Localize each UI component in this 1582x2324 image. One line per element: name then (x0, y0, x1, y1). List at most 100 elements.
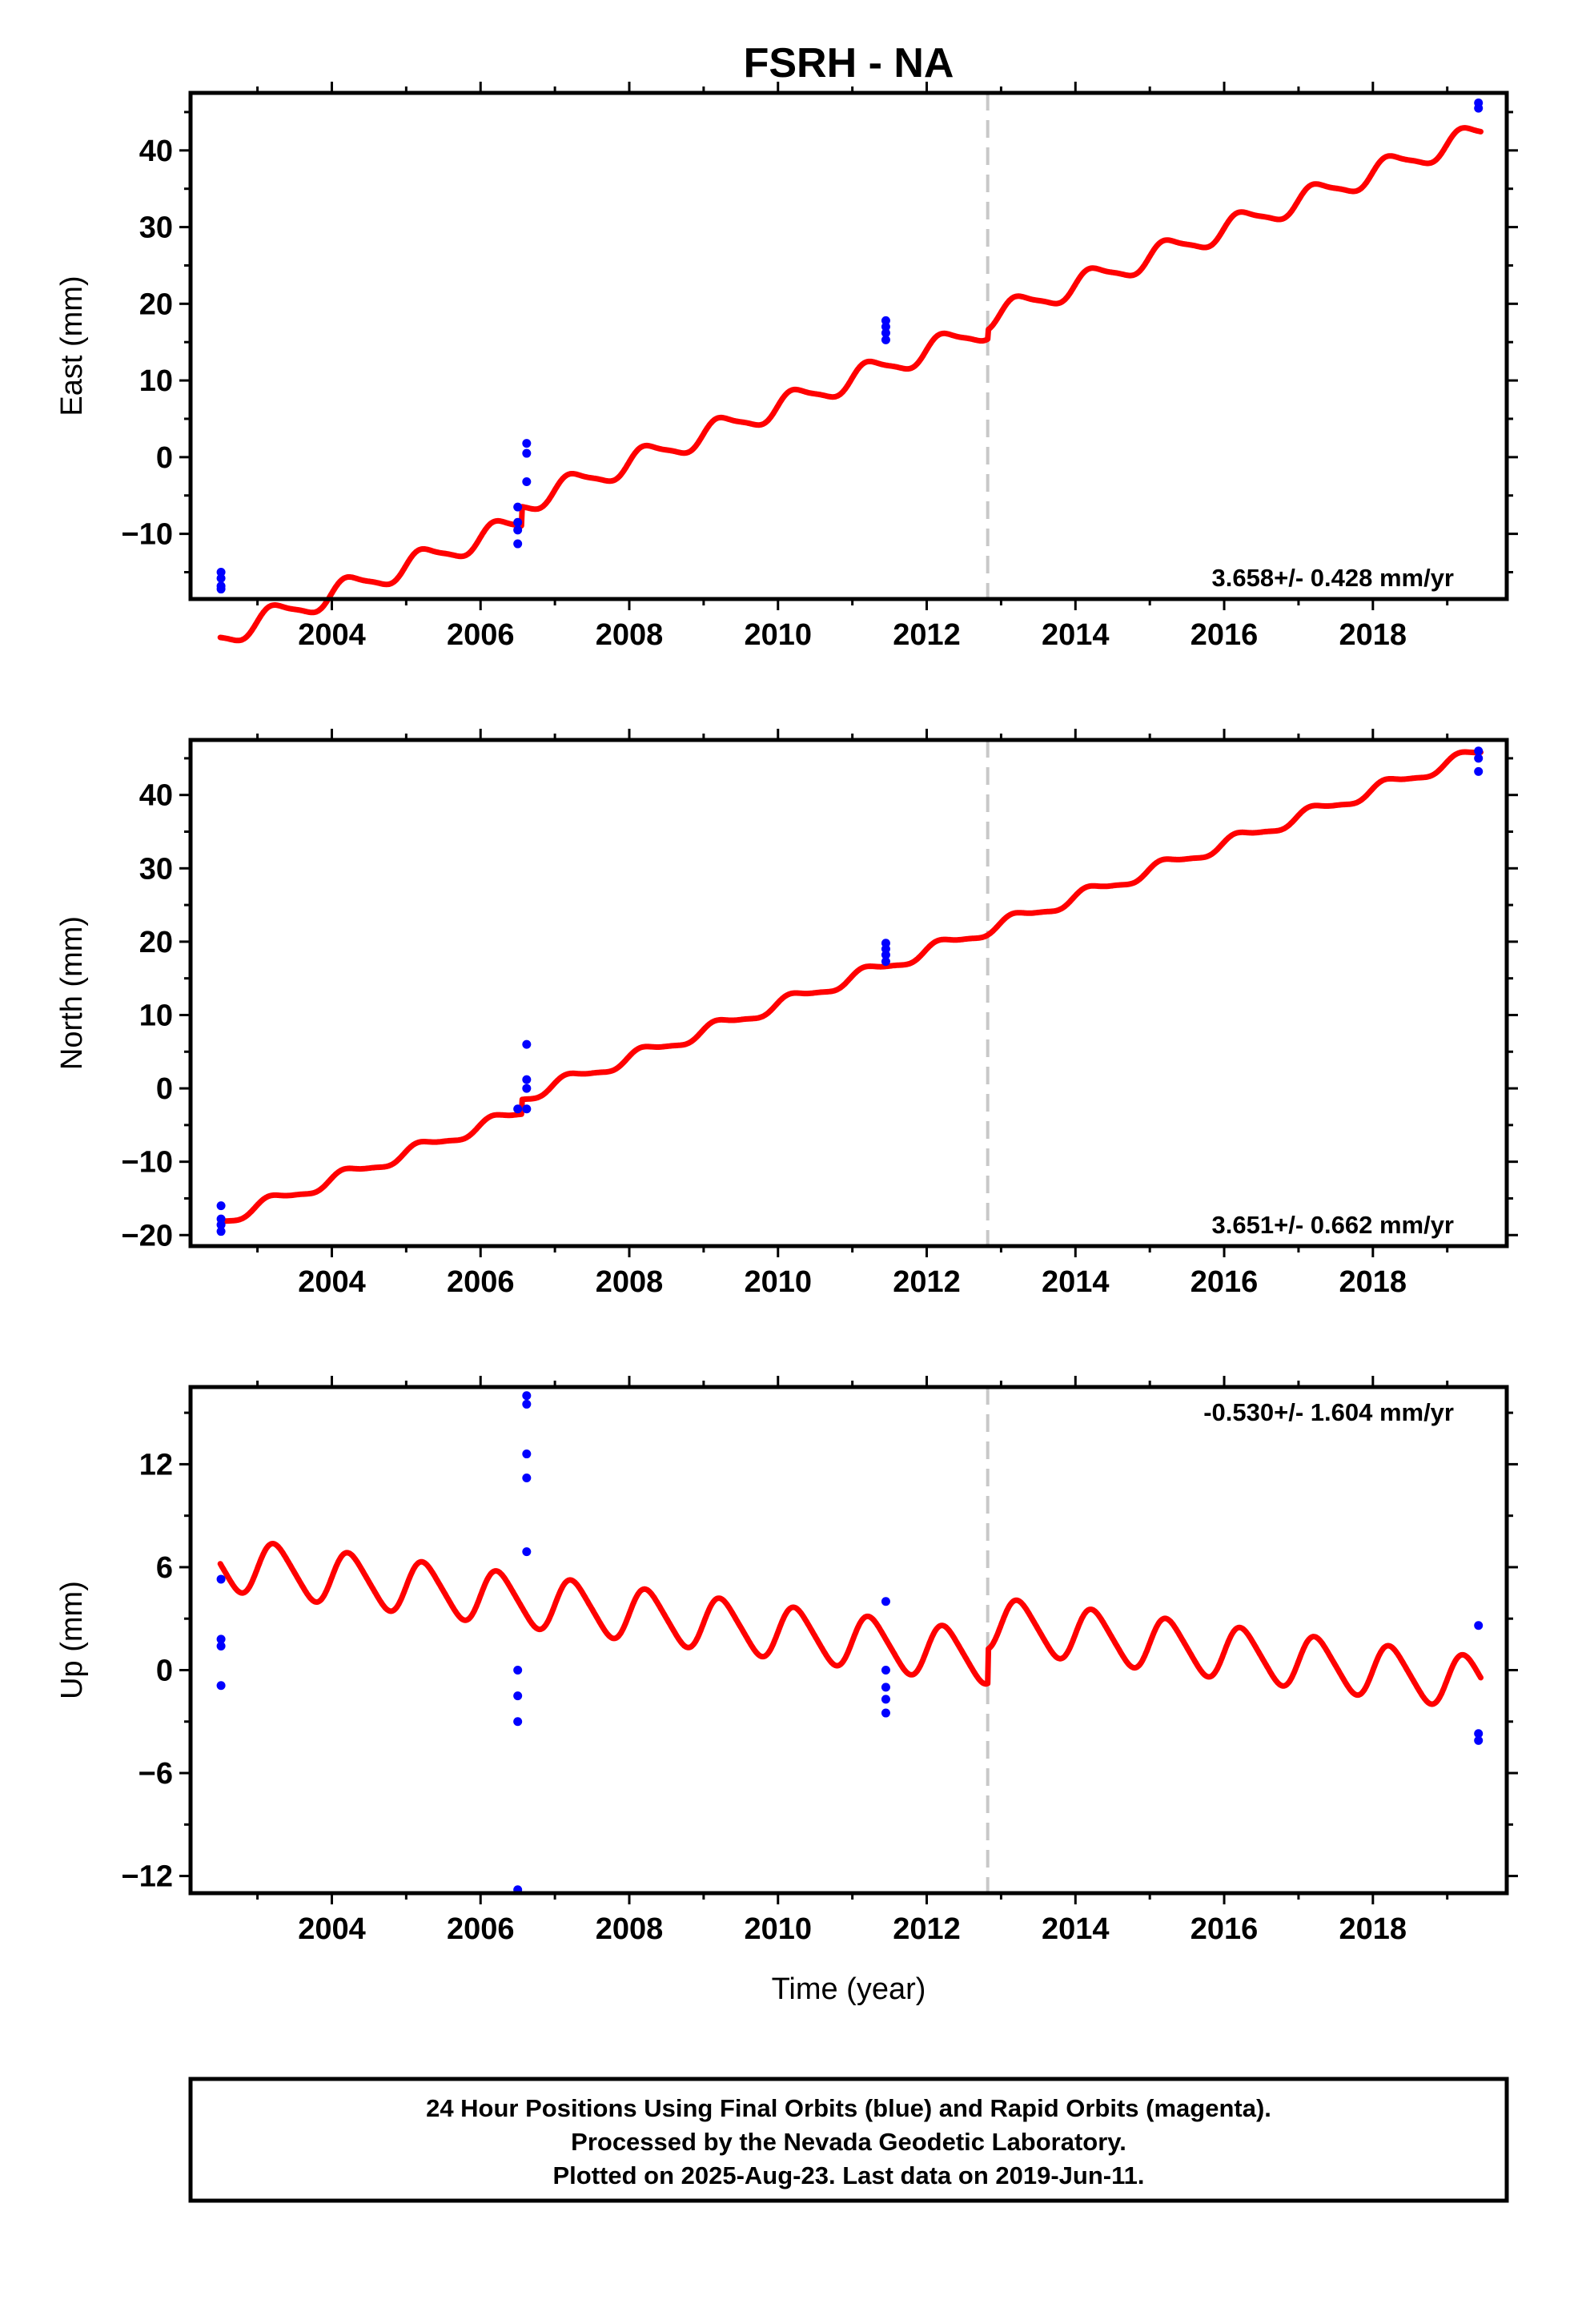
footer-line-2: Processed by the Nevada Geodetic Laborat… (571, 2128, 1126, 2156)
y-tick-label: 10 (139, 999, 173, 1032)
x-tick-label: 2018 (1339, 618, 1407, 652)
data-point (513, 1717, 523, 1727)
data-point (522, 1104, 532, 1114)
data-point (522, 1039, 532, 1049)
x-tick-label: 2012 (893, 1912, 961, 1946)
y-tick-label: 0 (156, 1654, 173, 1687)
y-tick-label: 12 (139, 1448, 173, 1482)
y-tick-label: 0 (156, 1072, 173, 1106)
data-point (216, 567, 226, 577)
data-point (522, 448, 532, 458)
x-axis-label: Time (year) (772, 1972, 926, 2006)
y-tick-label: −10 (122, 1146, 173, 1180)
y-tick-label: −6 (139, 1757, 173, 1791)
data-point (216, 585, 226, 594)
x-tick-label: 2016 (1191, 1912, 1259, 1946)
x-tick-label: 2018 (1339, 1265, 1407, 1299)
data-point (216, 1574, 226, 1584)
plot-frame (188, 1385, 1509, 1896)
y-tick-label: −20 (122, 1219, 173, 1252)
data-point (881, 335, 890, 344)
data-point (1474, 103, 1484, 113)
data-point (881, 1597, 890, 1606)
plot-frame (188, 90, 1509, 601)
data-point (216, 1681, 226, 1691)
data-point (522, 1474, 532, 1483)
data-point (513, 1665, 523, 1675)
x-tick-label: 2014 (1042, 1912, 1110, 1946)
x-tick-label: 2006 (447, 1265, 515, 1299)
data-point (522, 1391, 532, 1401)
footer-line-3: Plotted on 2025-Aug-23. Last data on 201… (552, 2161, 1144, 2189)
panel-east: 2004 2006 2008 2010 2012 2014 2016 2018 −10 0 10 20… (55, 82, 1518, 652)
data-point (522, 1399, 532, 1409)
data-point (881, 316, 890, 325)
y-tick-label: 10 (139, 364, 173, 398)
footer-line-1: 24 Hour Positions Using Final Orbits (bl… (426, 2094, 1271, 2122)
data-point (881, 957, 890, 967)
panels: 2004 2006 2008 2010 2012 2014 2016 2018−1001020… (55, 82, 1518, 1946)
x-tick-label: 2018 (1339, 1912, 1407, 1946)
y-axis-label: North (mm) (55, 916, 89, 1070)
x-tick-label: 2014 (1042, 618, 1110, 652)
data-point (881, 1708, 890, 1718)
data-point (881, 950, 890, 959)
data-point (522, 1449, 532, 1459)
x-tick-label: 2004 (298, 1265, 366, 1299)
data-point (513, 539, 523, 549)
model-fit-line (217, 125, 1484, 644)
y-axis-label: East (mm) (55, 275, 89, 416)
panel-north: 2004 2006 2008 2010 2012 2014 2016 2018 −20 −10 0 1… (55, 729, 1518, 1299)
data-point (513, 1691, 523, 1701)
x-tick-label: 2004 (298, 618, 366, 652)
y-tick-label: 30 (139, 211, 173, 245)
data-point (522, 439, 532, 448)
data-point (216, 573, 226, 583)
data-point (513, 525, 523, 535)
x-tick-label: 2008 (596, 1912, 664, 1946)
x-tick-label: 2012 (893, 618, 961, 652)
y-tick-label: −10 (122, 518, 173, 552)
data-point (1474, 766, 1484, 776)
x-tick-label: 2010 (744, 1912, 812, 1946)
panel-up: 2004 2006 2008 2010 2012 2014 2016 2018 −12 −6 0 6 1… (55, 1376, 1518, 1946)
data-point (1474, 754, 1484, 763)
data-point (522, 1547, 532, 1557)
data-point (216, 1634, 226, 1644)
x-tick-label: 2012 (893, 1265, 961, 1299)
data-point (1474, 1735, 1484, 1745)
data-point (1474, 746, 1484, 756)
y-tick-label: 6 (156, 1551, 173, 1585)
plot-frame (188, 738, 1509, 1248)
y-tick-label: 20 (139, 287, 173, 321)
data-point (881, 1695, 890, 1704)
y-tick-label: 40 (139, 135, 173, 168)
y-tick-label: 0 (156, 441, 173, 475)
footer-frame (188, 2077, 1509, 2203)
x-tick-label: 2004 (298, 1912, 366, 1946)
data-point (522, 1084, 532, 1093)
data-point (881, 1683, 890, 1692)
x-tick-label: 2010 (744, 618, 812, 652)
data-point (1474, 1729, 1484, 1739)
data-point (216, 1220, 226, 1229)
x-tick-label: 2006 (447, 618, 515, 652)
x-tick-label: 2016 (1191, 618, 1259, 652)
data-point (881, 322, 890, 332)
data-point (216, 1201, 226, 1211)
x-tick-label: 2016 (1191, 1265, 1259, 1299)
data-point (513, 1104, 523, 1114)
data-point (522, 1075, 532, 1084)
y-tick-label: −12 (122, 1860, 173, 1894)
y-tick-label: 30 (139, 852, 173, 886)
data-point (881, 328, 890, 338)
data-point (881, 1665, 890, 1675)
data-point (216, 1641, 226, 1651)
velocity-rate-label: -0.530+/- 1.604 mm/yr (1203, 1398, 1454, 1426)
model-fit-line (217, 1541, 1484, 1707)
x-tick-label: 2006 (447, 1912, 515, 1946)
velocity-rate-label: 3.658+/- 0.428 mm/yr (1212, 564, 1454, 592)
data-point (513, 502, 523, 512)
